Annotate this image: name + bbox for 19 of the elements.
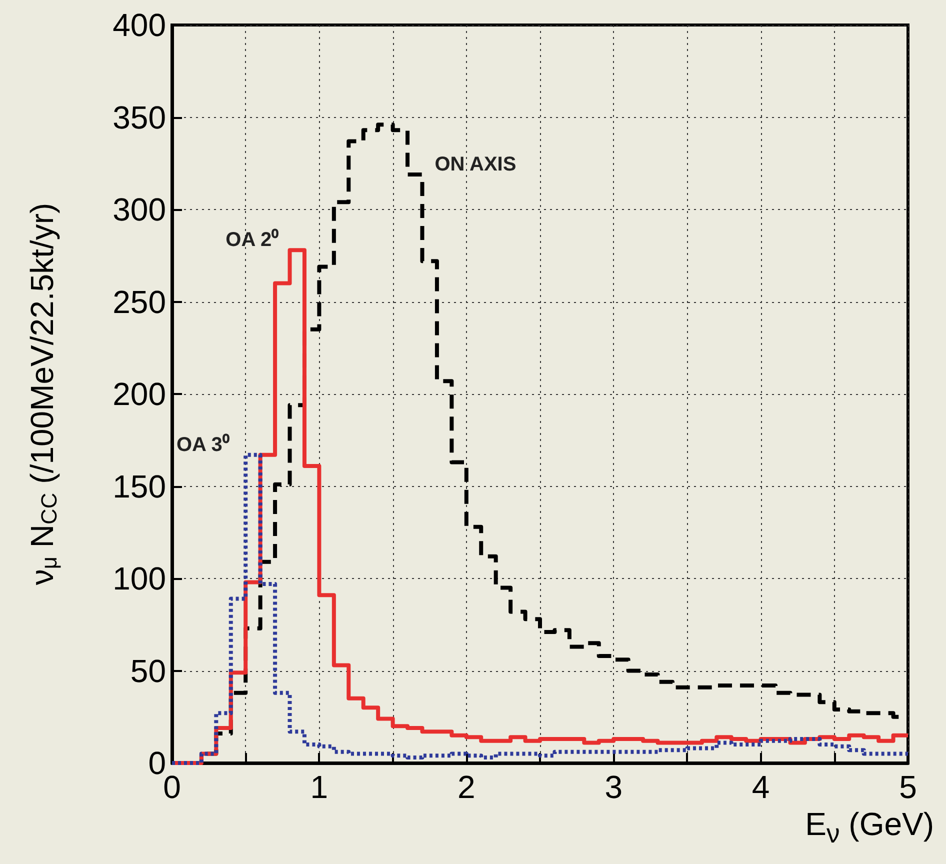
x-tick-label: 2 bbox=[458, 769, 476, 805]
y-tick-label: 50 bbox=[130, 652, 166, 689]
y-tick-label: 250 bbox=[112, 284, 166, 320]
y-tick-label: 400 bbox=[112, 7, 166, 43]
y-tick-label: 300 bbox=[112, 192, 166, 228]
y-tick-label: 0 bbox=[148, 745, 166, 781]
series-label: OA 3⁰ bbox=[176, 432, 230, 456]
y-tick-label: 350 bbox=[112, 99, 166, 136]
y-tick-label: 150 bbox=[112, 468, 166, 504]
y-axis-title: νμ NCC (/100MeV/22.5kt/yr) bbox=[24, 202, 62, 586]
series-label: OA 2⁰ bbox=[226, 228, 279, 252]
y-tick-label: 200 bbox=[112, 376, 166, 412]
x-tick-label: 5 bbox=[899, 769, 917, 805]
x-tick-label: 4 bbox=[752, 769, 770, 805]
x-axis-title: E$_{ν}$ (GeV) bbox=[805, 805, 934, 850]
x-tick-label: 3 bbox=[604, 769, 622, 805]
x-tick-label: 1 bbox=[310, 769, 328, 805]
y-tick-label: 100 bbox=[112, 560, 166, 596]
series-label: ON AXIS bbox=[434, 154, 516, 176]
